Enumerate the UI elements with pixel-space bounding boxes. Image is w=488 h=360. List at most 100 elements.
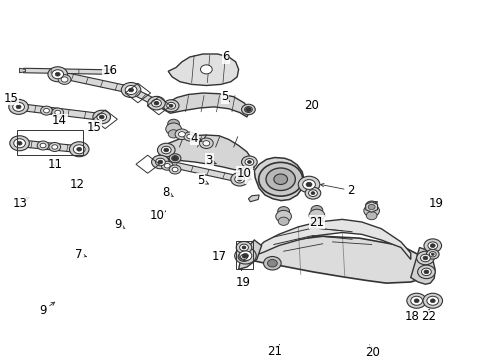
Circle shape	[151, 99, 161, 107]
Circle shape	[237, 177, 242, 181]
Text: 15: 15	[86, 121, 101, 134]
Text: 10: 10	[150, 209, 165, 222]
Text: 5: 5	[221, 90, 229, 103]
Circle shape	[13, 102, 24, 111]
Circle shape	[163, 148, 168, 152]
Circle shape	[10, 136, 29, 151]
Polygon shape	[19, 140, 80, 153]
Circle shape	[422, 256, 427, 260]
Circle shape	[238, 252, 249, 261]
Circle shape	[234, 175, 244, 183]
Circle shape	[241, 156, 257, 168]
Circle shape	[308, 209, 324, 221]
Circle shape	[157, 143, 175, 157]
Circle shape	[73, 145, 85, 154]
Circle shape	[186, 134, 192, 139]
Polygon shape	[129, 87, 158, 105]
Circle shape	[14, 139, 25, 148]
Circle shape	[37, 141, 49, 150]
Polygon shape	[159, 135, 251, 171]
Text: 1: 1	[245, 171, 253, 184]
Circle shape	[230, 172, 248, 186]
Text: 21: 21	[309, 216, 324, 229]
Polygon shape	[18, 104, 102, 120]
Polygon shape	[162, 93, 249, 117]
Text: 9: 9	[114, 218, 125, 231]
Circle shape	[161, 146, 171, 154]
Text: 6: 6	[222, 50, 229, 63]
Text: 10: 10	[237, 167, 251, 180]
Circle shape	[239, 244, 248, 251]
Circle shape	[40, 143, 46, 148]
Circle shape	[16, 105, 21, 109]
Circle shape	[168, 130, 179, 138]
Circle shape	[200, 65, 212, 74]
Circle shape	[277, 207, 289, 216]
Circle shape	[169, 104, 173, 107]
Circle shape	[421, 268, 430, 276]
Bar	[17, 130, 83, 154]
Circle shape	[165, 123, 181, 135]
Polygon shape	[168, 54, 238, 85]
Circle shape	[265, 168, 295, 190]
Circle shape	[154, 101, 159, 105]
Circle shape	[93, 110, 110, 124]
Circle shape	[267, 260, 277, 267]
Circle shape	[236, 242, 251, 253]
Circle shape	[413, 299, 418, 303]
Text: 21: 21	[267, 345, 282, 358]
Circle shape	[55, 72, 60, 76]
Circle shape	[367, 204, 374, 210]
Circle shape	[9, 99, 28, 114]
Polygon shape	[159, 159, 240, 182]
Circle shape	[305, 187, 320, 199]
Circle shape	[417, 265, 434, 279]
Circle shape	[48, 67, 67, 82]
Circle shape	[43, 108, 49, 113]
Circle shape	[128, 88, 133, 92]
Circle shape	[172, 167, 178, 172]
Circle shape	[247, 161, 251, 163]
Circle shape	[77, 147, 81, 151]
Text: 19: 19	[428, 197, 443, 210]
Circle shape	[427, 242, 437, 249]
Circle shape	[263, 256, 281, 270]
Circle shape	[183, 132, 195, 141]
Circle shape	[410, 296, 422, 305]
Circle shape	[172, 156, 178, 161]
Text: 22: 22	[420, 309, 435, 323]
Circle shape	[175, 129, 188, 139]
Circle shape	[242, 246, 245, 249]
Circle shape	[423, 270, 428, 274]
Text: 20: 20	[365, 345, 379, 359]
Circle shape	[363, 205, 379, 217]
Circle shape	[169, 165, 181, 174]
Circle shape	[275, 210, 291, 222]
Polygon shape	[254, 158, 304, 201]
Circle shape	[169, 154, 181, 163]
Circle shape	[49, 143, 61, 152]
Polygon shape	[248, 195, 259, 202]
Circle shape	[163, 100, 179, 112]
Circle shape	[203, 141, 209, 146]
Circle shape	[305, 182, 311, 187]
Circle shape	[429, 244, 434, 248]
Circle shape	[240, 254, 247, 260]
Polygon shape	[23, 68, 106, 74]
Circle shape	[69, 142, 89, 157]
Circle shape	[166, 102, 175, 109]
Polygon shape	[365, 202, 377, 212]
Text: 3: 3	[205, 154, 216, 167]
Polygon shape	[244, 236, 429, 283]
Polygon shape	[242, 165, 254, 172]
Circle shape	[99, 115, 104, 119]
Circle shape	[234, 248, 256, 264]
Circle shape	[308, 190, 317, 197]
Text: 15: 15	[3, 92, 18, 105]
Text: 7: 7	[75, 248, 86, 261]
Text: 11: 11	[47, 158, 62, 171]
Circle shape	[406, 293, 426, 308]
Circle shape	[416, 251, 433, 265]
Circle shape	[55, 110, 61, 115]
Circle shape	[61, 77, 68, 82]
